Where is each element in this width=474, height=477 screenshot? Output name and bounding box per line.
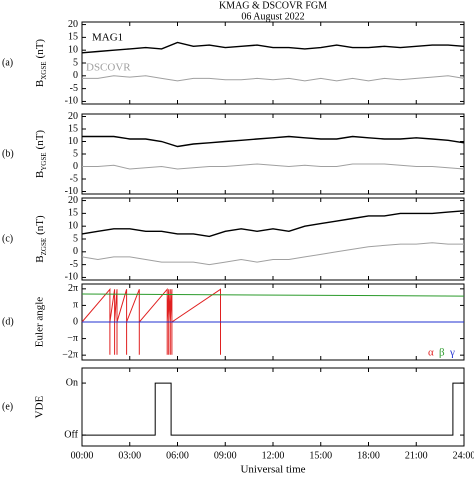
y-tick-label: Off	[64, 429, 78, 440]
y-tick-label: -5	[70, 83, 78, 94]
series-line	[82, 75, 465, 82]
series-line	[81, 293, 465, 297]
legend-label: DSCOVR	[86, 62, 131, 74]
y-label-sub: XGSE	[40, 61, 48, 79]
y-label-sub: ZGSE	[40, 238, 48, 256]
y-tick-label: 10	[68, 44, 78, 55]
y-tick-label: 5	[73, 57, 78, 68]
y-tick-label: 20	[68, 195, 78, 206]
y-tick-label: 0	[73, 316, 78, 327]
y-tick-label: 15	[68, 123, 78, 134]
x-tick-label: 21:00	[405, 450, 428, 461]
y-label-main: B	[34, 255, 46, 262]
y-tick-label: 20	[68, 19, 78, 30]
series-line	[81, 242, 464, 266]
series-line	[81, 210, 465, 238]
series-line	[81, 287, 464, 355]
x-tick-label: 00:00	[71, 450, 94, 461]
y-tick-label: -10	[65, 272, 78, 283]
panel-label: (d)	[2, 316, 14, 327]
panel-label: (b)	[2, 148, 14, 159]
x-tick-label: 03:00	[118, 450, 141, 461]
panel-label: (a)	[2, 57, 13, 68]
y-tick-label: 20	[68, 111, 78, 122]
y-tick-label: 0	[73, 246, 78, 257]
y-tick-label: π	[73, 300, 78, 311]
series-line	[82, 135, 465, 148]
y-tick-label: 10	[68, 220, 78, 231]
panel-frame	[81, 197, 465, 281]
panel-frame	[81, 367, 465, 447]
x-axis-label: Universal time	[240, 464, 305, 476]
x-tick-label: 15:00	[309, 450, 332, 461]
legend-label: γ	[449, 347, 455, 359]
y-label-main: B	[34, 80, 46, 87]
x-tick-label: 06:00	[166, 450, 189, 461]
y-tick-label: 2π	[68, 283, 78, 294]
panel-label: (c)	[2, 233, 13, 244]
y-tick-label: 15	[68, 32, 78, 43]
x-tick-label: 24:00	[453, 450, 474, 461]
x-tick-label: 12:00	[262, 450, 285, 461]
y-axis-label: Euler angle	[34, 297, 46, 348]
chart-subtitle: 06 August 2022	[241, 11, 304, 22]
x-tick-label: 18:00	[357, 450, 380, 461]
series-line	[82, 163, 465, 170]
y-label-unit: (nT)	[34, 215, 46, 235]
y-tick-label: -5	[70, 173, 78, 184]
y-tick-label: −2π	[62, 349, 78, 360]
series-line	[81, 41, 465, 54]
panel-label: (e)	[2, 401, 13, 412]
y-tick-label: 15	[68, 208, 78, 219]
y-tick-label: 5	[73, 233, 78, 244]
y-tick-label: 10	[68, 136, 78, 147]
panel-frame	[81, 113, 465, 195]
y-tick-label: 5	[73, 148, 78, 159]
y-label-unit: (nT)	[34, 39, 46, 59]
series-line	[82, 382, 464, 436]
legend-label: MAG1	[92, 32, 123, 44]
y-tick-label: −π	[67, 333, 78, 344]
y-tick-label: -10	[65, 96, 78, 107]
y-tick-label: -10	[65, 186, 78, 197]
y-label-unit: (nT)	[34, 130, 46, 150]
y-label-sub: YGSE	[40, 152, 48, 170]
y-axis-label: VDE	[34, 395, 46, 418]
legend-label: β	[439, 347, 445, 359]
y-label-main: B	[34, 171, 46, 178]
legend-label: α	[428, 347, 434, 359]
chart-title: KMAG & DSCOVR FGM	[219, 0, 327, 11]
y-axis-label: BYGSE (nT)	[34, 130, 48, 179]
y-axis-label: BXGSE (nT)	[34, 39, 48, 88]
y-tick-label: -5	[70, 259, 78, 270]
x-tick-label: 09:00	[214, 450, 237, 461]
panel-frame	[81, 21, 465, 105]
y-tick-label: 0	[73, 161, 78, 172]
y-axis-label: BZGSE (nT)	[34, 215, 48, 263]
y-tick-label: On	[66, 377, 78, 388]
y-tick-label: 0	[73, 70, 78, 81]
